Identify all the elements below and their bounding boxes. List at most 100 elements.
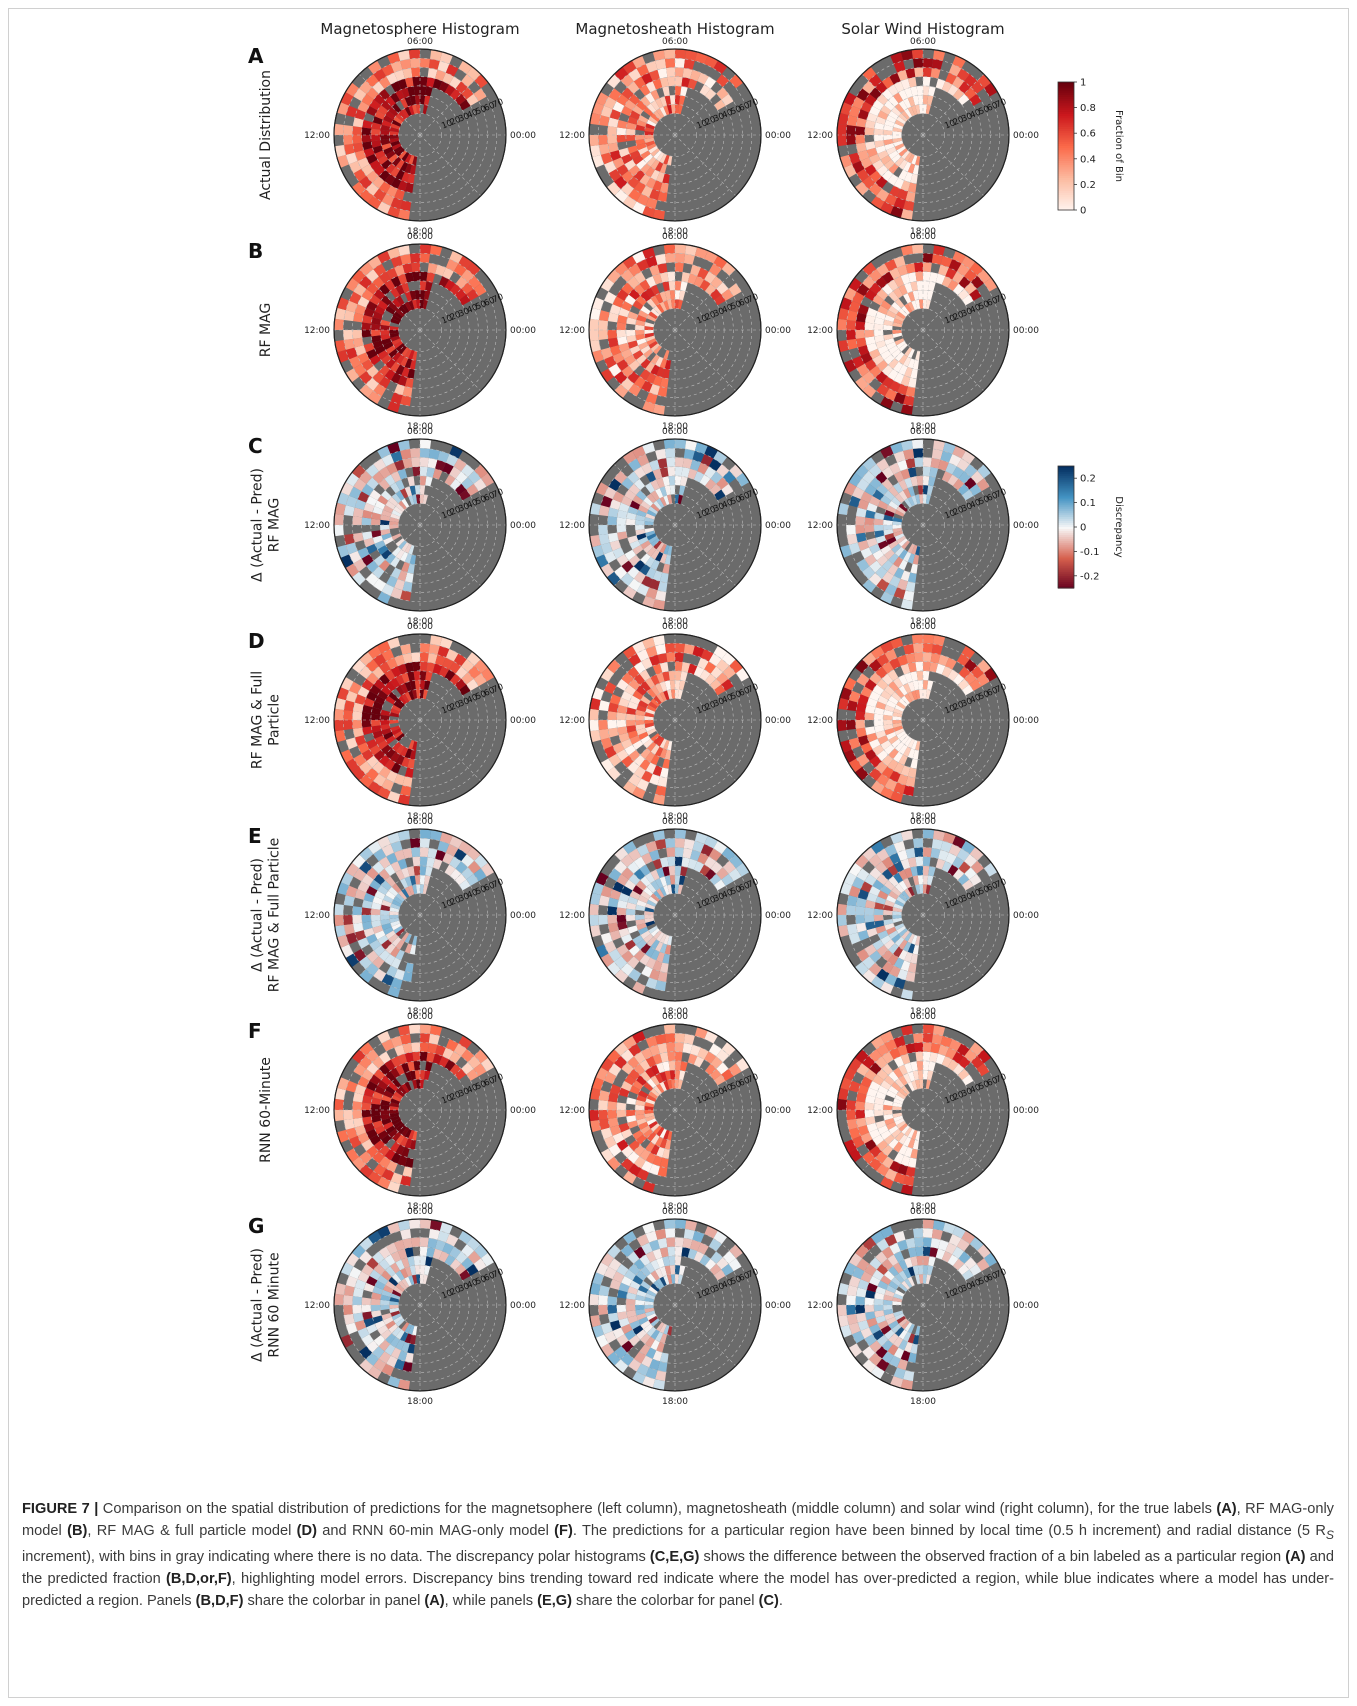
histogram-bin xyxy=(910,1343,918,1354)
histogram-bin xyxy=(884,119,895,128)
radial-gridline xyxy=(616,856,734,974)
histogram-bin xyxy=(394,654,405,667)
histogram-bin xyxy=(425,281,433,292)
colorbar-segment xyxy=(1058,146,1074,149)
histogram-bin xyxy=(877,305,889,315)
histogram-bin xyxy=(659,1071,668,1082)
histogram-bin xyxy=(640,1071,651,1082)
histogram-bin xyxy=(662,281,670,292)
histogram-bin xyxy=(877,930,889,940)
histogram-bin xyxy=(645,372,657,384)
histogram-bin xyxy=(388,1081,399,1092)
angular-gridline xyxy=(613,268,676,331)
histogram-bin xyxy=(384,279,396,292)
radial-tick-label: 10 xyxy=(695,508,709,521)
histogram-bin xyxy=(389,332,400,338)
time-label-0600: 06:00 xyxy=(910,37,936,47)
histogram-bin xyxy=(404,1052,414,1063)
colorbar-segment xyxy=(1058,565,1074,569)
histogram-bin xyxy=(883,124,894,131)
histogram-bin xyxy=(675,299,680,309)
radial-tick-label: 40 xyxy=(466,1083,480,1096)
histogram-bin xyxy=(370,323,381,330)
histogram-bin xyxy=(893,1152,905,1164)
histogram-bin xyxy=(862,456,877,471)
radial-gridline xyxy=(864,466,982,584)
histogram-bin xyxy=(645,708,656,715)
histogram-bin xyxy=(391,546,402,557)
histogram-bin xyxy=(897,459,908,472)
histogram-bin xyxy=(645,197,658,210)
histogram-bin xyxy=(371,1310,382,1318)
histogram-bin xyxy=(390,482,401,494)
histogram-bin xyxy=(721,288,734,301)
histogram-bin xyxy=(893,903,904,910)
histogram-bin xyxy=(907,543,915,554)
caption-segment: S xyxy=(1325,1527,1334,1542)
histogram-bin xyxy=(404,572,414,583)
histogram-bin xyxy=(640,748,651,759)
histogram-bin xyxy=(947,84,959,97)
colorbar-tick-label: 1 xyxy=(1080,78,1086,89)
colorbar-tick-label: 0.6 xyxy=(1080,129,1096,140)
angular-gridline xyxy=(861,658,924,721)
histogram-bin xyxy=(363,1122,375,1133)
histogram-bin xyxy=(663,885,670,896)
histogram-bin xyxy=(905,581,916,592)
row-label-C: Δ (Actual - Pred) RF MAG xyxy=(250,468,283,582)
colorbar-segment xyxy=(1058,551,1074,555)
histogram-bin xyxy=(616,554,629,567)
colorbar-segment xyxy=(1058,508,1074,512)
histogram-bin xyxy=(384,953,396,966)
histogram-bin xyxy=(629,1320,641,1330)
radial-gridline xyxy=(864,76,982,194)
histogram-bin xyxy=(907,486,916,497)
histogram-bin xyxy=(632,300,644,311)
histogram-bin xyxy=(852,1330,865,1344)
histogram-bin xyxy=(904,303,913,313)
colorbar-segment xyxy=(1058,86,1074,89)
histogram-bin xyxy=(837,1098,847,1110)
histogram-bin xyxy=(877,695,889,705)
radial-tick-label: 10 xyxy=(695,1093,709,1106)
histogram-bin xyxy=(646,1131,657,1142)
histogram-bin xyxy=(893,1115,904,1122)
histogram-bin xyxy=(413,1255,420,1266)
histogram-bin xyxy=(369,294,382,306)
radial-tick-label: 60 xyxy=(738,101,752,114)
histogram-bin xyxy=(366,300,378,312)
histogram-bin xyxy=(713,840,728,855)
histogram-bin xyxy=(709,288,722,301)
histogram-bin xyxy=(846,525,857,536)
histogram-bin xyxy=(449,76,462,89)
histogram-bin xyxy=(837,1315,849,1328)
histogram-bin xyxy=(426,467,436,478)
histogram-bin xyxy=(846,135,857,146)
histogram-bin xyxy=(856,142,867,153)
histogram-bin xyxy=(626,335,637,343)
histogram-bin xyxy=(445,649,459,662)
histogram-bin xyxy=(352,1305,363,1314)
histogram-bin xyxy=(663,244,675,254)
histogram-bin xyxy=(388,691,399,702)
histogram-bin xyxy=(670,689,675,699)
histogram-bin xyxy=(675,652,684,663)
histogram-bin xyxy=(363,1282,375,1293)
time-label-1800: 18:00 xyxy=(662,1007,688,1017)
histogram-bin xyxy=(644,1297,655,1303)
histogram-bin xyxy=(414,1265,420,1275)
time-label-0600: 06:00 xyxy=(910,427,936,437)
histogram-bin xyxy=(629,1085,641,1095)
histogram-bin xyxy=(598,1110,609,1121)
histogram-bin xyxy=(891,1276,902,1287)
histogram-bin xyxy=(369,1074,382,1086)
histogram-bin xyxy=(664,643,675,654)
histogram-bin xyxy=(480,667,495,682)
histogram-bin xyxy=(618,1317,630,1328)
histogram-bin xyxy=(374,345,386,355)
histogram-bin xyxy=(439,636,453,650)
histogram-bin xyxy=(373,1334,386,1347)
histogram-bin xyxy=(334,730,346,743)
